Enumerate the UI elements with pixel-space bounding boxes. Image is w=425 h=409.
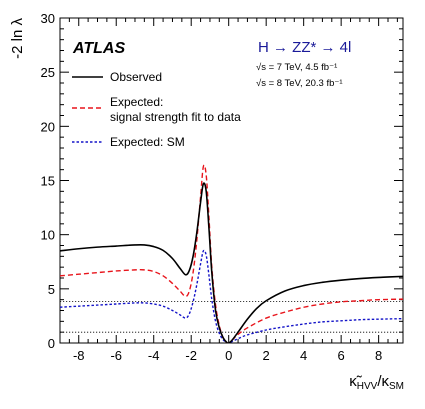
plot-frame	[59, 17, 404, 344]
energy-label-8tev: √s = 8 TeV, 20.3 fb⁻¹	[256, 78, 343, 89]
x-tick-label: -4	[148, 348, 160, 363]
reference-lines	[60, 300, 403, 333]
y-tick-label: 0	[48, 336, 55, 351]
y-tick-label: 5	[48, 282, 55, 297]
x-tick-label: -2	[185, 348, 197, 363]
x-tick-label: 6	[338, 348, 345, 363]
y-tick-label: 30	[41, 11, 55, 26]
legend-label-expected-sm: Expected: SM	[110, 135, 185, 149]
y-tick-label: 20	[41, 119, 55, 134]
channel-label: H → ZZ* → 4l	[258, 39, 351, 56]
legend-label-observed: Observed	[110, 70, 162, 84]
series-group	[60, 164, 403, 343]
x-tick-label: 0	[225, 348, 232, 363]
y-tick-label: 10	[41, 228, 55, 243]
experiment-label: ATLAS	[72, 40, 125, 57]
energy-label-7tev: √s = 7 TeV, 4.5 fb⁻¹	[256, 62, 337, 73]
legend-label-expected-fit: Expected: signal strength fit to data	[110, 95, 241, 124]
legend: Observed Expected: signal strength fit t…	[72, 70, 241, 149]
x-tick-label: -8	[73, 348, 85, 363]
series-line-2	[60, 249, 403, 343]
x-tick-label: 4	[300, 348, 307, 363]
axis-ticks	[59, 17, 403, 344]
y-tick-label: 15	[41, 174, 55, 189]
x-tick-label: 2	[263, 348, 270, 363]
tick-labels: -8 -6 -4 -2 0 2 4 6 8 0 5 10 15 20 25 30	[41, 11, 383, 363]
series-line-0	[60, 182, 403, 343]
x-tick-label: -6	[110, 348, 122, 363]
y-tick-label: 25	[41, 65, 55, 80]
series-line-1	[60, 164, 403, 343]
y-axis-label: -2 ln λ	[9, 18, 26, 59]
x-axis-label: κ̃HVV/κSM	[349, 373, 404, 392]
x-tick-label: 8	[375, 348, 382, 363]
